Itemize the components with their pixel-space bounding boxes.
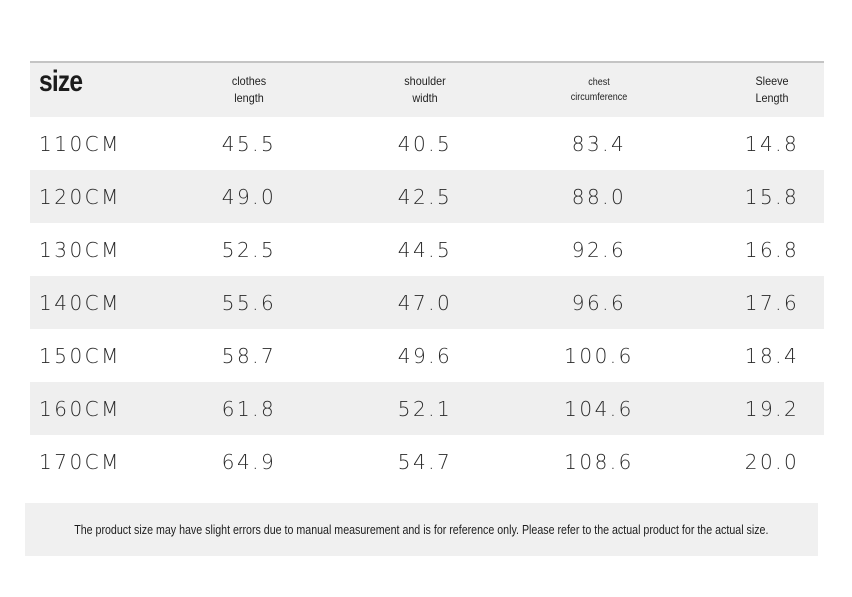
cell-clothes-length: 52.5 [221,237,277,262]
cell-chest: 92.6 [571,237,627,262]
table-row: 110CM 45.5 40.5 83.4 14.8 [30,117,824,170]
cell-shoulder-width: 44.5 [397,237,453,262]
disclaimer-note: The product size may have slight errors … [25,503,818,556]
cell-clothes-length: 64.9 [221,449,277,474]
cell-clothes-length: 49.0 [221,184,277,209]
header-chest-line1: chest [588,77,610,88]
disclaimer-text: The product size may have slight errors … [74,522,769,537]
header-clothes-length-line1: clothes [231,74,267,88]
cell-size: 160CM [39,396,121,421]
header-clothes-length-line2: length [234,91,264,105]
table-row: 160CM 61.8 52.1 104.6 19.2 [30,382,824,435]
header-sleeve-length-line2: Length [755,91,789,105]
table-row: 150CM 58.7 49.6 100.6 18.4 [30,329,824,382]
cell-sleeve: 19.2 [744,396,800,421]
cell-chest: 83.4 [571,131,627,156]
header-size-label: size [39,65,83,98]
header-chest-line2: circumference [570,92,628,103]
cell-sleeve: 17.6 [744,290,800,315]
cell-chest: 100.6 [564,343,634,368]
cell-sleeve: 16.8 [744,237,800,262]
cell-shoulder-width: 40.5 [397,131,453,156]
cell-shoulder-width: 52.1 [397,396,453,421]
header-sleeve-length: Sleeve Length [755,63,788,117]
header-clothes-length: clothes length [232,63,266,117]
cell-chest: 96.6 [571,290,627,315]
cell-chest: 108.6 [564,449,634,474]
header-size: size [39,63,92,117]
table-row: 140CM 55.6 47.0 96.6 17.6 [30,276,824,329]
header-shoulder-width: shoulder width [404,63,445,117]
cell-sleeve: 20.0 [744,449,800,474]
header-shoulder-width-line2: width [412,91,438,105]
cell-shoulder-width: 54.7 [397,449,453,474]
cell-size: 140CM [39,290,121,315]
cell-size: 110CM [39,131,121,156]
header-sleeve-length-line1: Sleeve [755,74,789,88]
table-row: 170CM 64.9 54.7 108.6 20.0 [30,435,824,488]
cell-sleeve: 15.8 [744,184,800,209]
cell-clothes-length: 55.6 [221,290,277,315]
table-row: 120CM 49.0 42.5 88.0 15.8 [30,170,824,223]
table-row: 130CM 52.5 44.5 92.6 16.8 [30,223,824,276]
cell-shoulder-width: 42.5 [397,184,453,209]
cell-sleeve: 14.8 [744,131,800,156]
cell-size: 130CM [39,237,121,262]
cell-size: 120CM [39,184,121,209]
cell-chest: 104.6 [564,396,634,421]
cell-sleeve: 18.4 [744,343,800,368]
header-shoulder-width-line1: shoulder [404,74,446,88]
cell-shoulder-width: 49.6 [397,343,453,368]
cell-clothes-length: 45.5 [221,131,277,156]
size-chart-table: size clothes length shoulder width chest… [30,61,824,488]
table-header-row: size clothes length shoulder width chest… [30,63,824,117]
cell-chest: 88.0 [571,184,627,209]
cell-shoulder-width: 47.0 [397,290,453,315]
cell-clothes-length: 61.8 [221,396,277,421]
cell-size: 170CM [39,449,121,474]
cell-clothes-length: 58.7 [221,343,277,368]
header-chest-circumference: chest circumference [571,63,628,117]
cell-size: 150CM [39,343,121,368]
table-top-rule [30,61,824,63]
